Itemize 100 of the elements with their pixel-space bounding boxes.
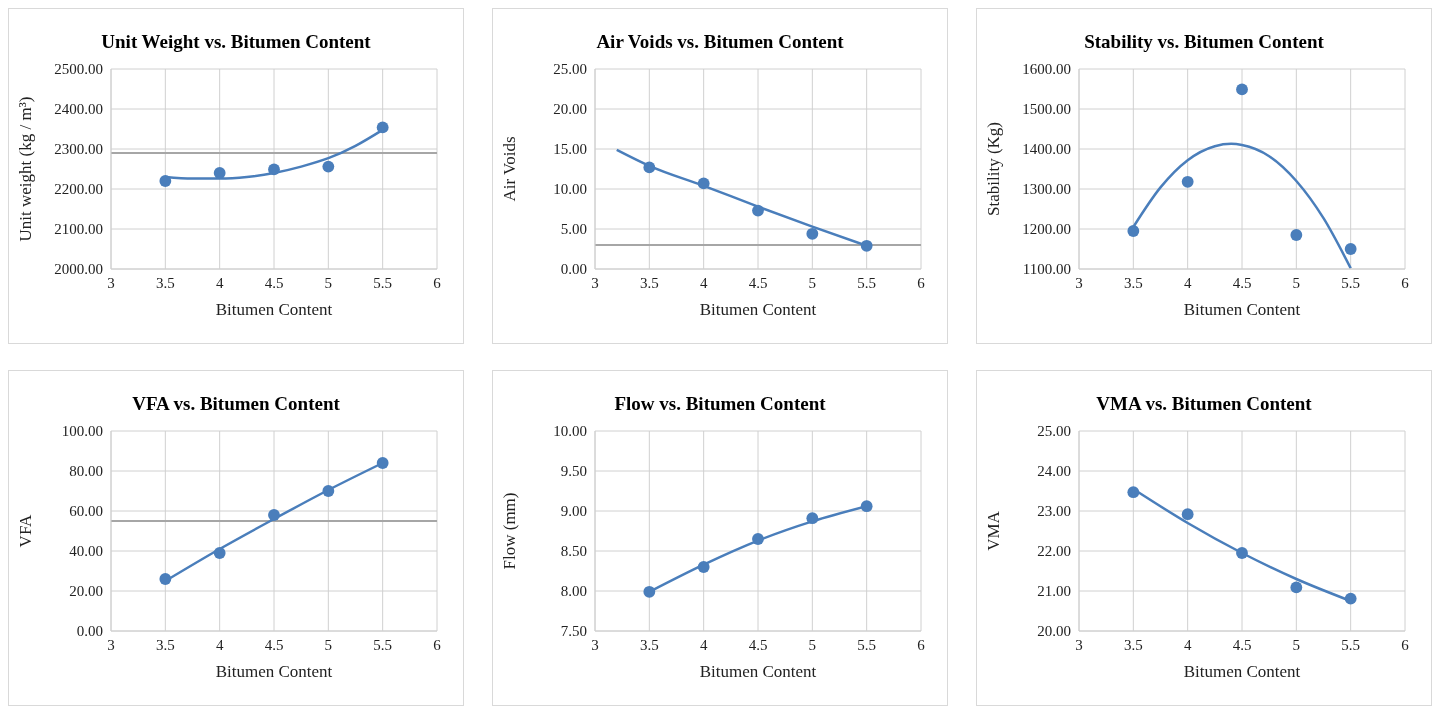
point <box>1181 175 1194 188</box>
x-tick-label: 3 <box>107 274 115 291</box>
x-tick-label: 6 <box>917 274 926 291</box>
x-tick-label: 3 <box>1075 636 1083 653</box>
x-tick-label: 5 <box>324 636 333 653</box>
x-tick-label: 5 <box>808 274 817 291</box>
x-tick-label: 4.5 <box>748 636 768 653</box>
x-tick-label: 5 <box>1292 274 1301 291</box>
y-tick-label: 8.50 <box>560 543 587 560</box>
y-tick-label: 10.00 <box>553 181 587 198</box>
y-tick-label: 5.00 <box>560 221 587 238</box>
y-tick-label: 2200.00 <box>54 181 103 198</box>
y-tick-label: 1300.00 <box>1022 181 1071 198</box>
x-tick-label: 3 <box>591 636 599 653</box>
y-tick-label: 0.00 <box>76 623 103 640</box>
point <box>860 500 873 513</box>
point <box>1127 486 1140 499</box>
y-tick-label: 22.00 <box>1037 543 1071 560</box>
y-tick-label: 9.50 <box>560 463 587 480</box>
chart-title: Unit Weight vs. Bitumen Content <box>100 31 372 54</box>
point <box>376 457 389 469</box>
x-tick-label: 4.5 <box>748 274 768 291</box>
y-tick-label: 80.00 <box>69 463 103 480</box>
point <box>213 167 226 179</box>
y-tick-label: 1600.00 <box>1022 61 1071 78</box>
y-axis-title: VMA <box>984 510 1004 551</box>
y-tick-label: 1100.00 <box>1022 261 1071 278</box>
x-tick-label: 6 <box>917 636 926 653</box>
x-tick-label: 3 <box>591 274 599 291</box>
y-tick-label: 1200.00 <box>1022 221 1071 238</box>
point <box>1236 83 1248 96</box>
x-axis-title: Bitumen Content <box>215 300 333 319</box>
point <box>1290 229 1303 241</box>
point <box>213 547 226 559</box>
x-axis-title: Bitumen Content <box>699 662 817 681</box>
point <box>322 485 335 497</box>
y-axis-title: VFA <box>16 513 36 548</box>
point <box>752 204 764 217</box>
y-tick-label: 2000.00 <box>54 261 103 278</box>
y-tick-label: 2400.00 <box>54 101 103 118</box>
y-axis-title: Stability (Kg) <box>984 122 1004 216</box>
point <box>1181 508 1194 521</box>
y-tick-label: 0.00 <box>560 261 587 278</box>
point <box>1127 225 1140 237</box>
point <box>752 533 764 545</box>
x-tick-label: 5.5 <box>1341 274 1361 291</box>
chart-title: VFA vs. Bitumen Content <box>131 393 341 416</box>
point <box>1344 243 1357 255</box>
x-tick-label: 3.5 <box>155 636 175 653</box>
y-tick-label: 7.50 <box>560 623 587 640</box>
x-tick-label: 5.5 <box>857 636 877 653</box>
chart-title: Stability vs. Bitumen Content <box>1083 31 1325 54</box>
point <box>268 163 280 176</box>
y-tick-label: 20.00 <box>69 583 103 600</box>
x-tick-label: 4.5 <box>264 274 284 291</box>
y-tick-label: 20.00 <box>1037 623 1071 640</box>
point <box>322 160 335 173</box>
x-tick-label: 6 <box>433 274 442 291</box>
y-tick-label: 1400.00 <box>1022 141 1071 158</box>
x-tick-label: 4 <box>1183 636 1192 653</box>
x-tick-label: 4 <box>699 636 708 653</box>
point <box>1290 581 1303 594</box>
x-tick-label: 4.5 <box>1232 636 1252 653</box>
chart-title: Air Voids vs. Bitumen Content <box>595 31 845 54</box>
x-tick-label: 3.5 <box>1123 274 1143 291</box>
x-tick-label: 6 <box>1401 274 1410 291</box>
y-tick-label: 60.00 <box>69 503 103 520</box>
chart-title: Flow vs. Bitumen Content <box>613 393 827 416</box>
x-tick-label: 5 <box>324 274 333 291</box>
y-tick-label: 15.00 <box>553 141 587 158</box>
point <box>806 512 819 525</box>
x-tick-label: 3 <box>1075 274 1083 291</box>
point <box>643 161 656 174</box>
y-tick-label: 1500.00 <box>1022 101 1071 118</box>
x-tick-label: 3.5 <box>1123 636 1143 653</box>
y-axis-title: Flow (mm) <box>500 492 520 570</box>
y-tick-label: 40.00 <box>69 543 103 560</box>
y-tick-label: 9.00 <box>560 503 587 520</box>
x-tick-label: 5.5 <box>857 274 877 291</box>
x-axis-title: Bitumen Content <box>1183 662 1301 681</box>
y-tick-label: 8.00 <box>560 583 587 600</box>
y-tick-label: 2500.00 <box>54 61 103 78</box>
point <box>1236 547 1248 559</box>
x-tick-label: 5.5 <box>373 274 393 291</box>
x-tick-label: 4.5 <box>264 636 284 653</box>
point <box>806 227 819 240</box>
y-axis-title: Unit weight (kg / m³) <box>16 96 36 242</box>
x-tick-label: 3 <box>107 636 115 653</box>
point <box>376 121 389 134</box>
y-tick-label: 20.00 <box>553 101 587 118</box>
x-axis-title: Bitumen Content <box>1183 300 1301 319</box>
chart-title: VMA vs. Bitumen Content <box>1095 393 1313 416</box>
x-tick-label: 5 <box>808 636 817 653</box>
y-axis-title: Air Voids <box>500 136 520 202</box>
x-axis-title: Bitumen Content <box>215 662 333 681</box>
x-tick-label: 4 <box>699 274 708 291</box>
x-tick-label: 4 <box>215 636 224 653</box>
x-tick-label: 5.5 <box>1341 636 1361 653</box>
y-tick-label: 25.00 <box>1037 423 1071 440</box>
point <box>697 561 710 573</box>
